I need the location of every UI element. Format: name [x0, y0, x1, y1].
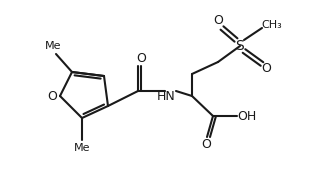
Text: OH: OH: [237, 109, 257, 123]
Text: O: O: [47, 89, 57, 102]
Text: HN: HN: [156, 91, 175, 103]
Text: O: O: [261, 63, 271, 75]
Text: CH₃: CH₃: [262, 20, 282, 30]
Text: S: S: [236, 39, 244, 53]
Text: Me: Me: [45, 41, 61, 51]
Text: O: O: [136, 52, 146, 65]
Text: O: O: [213, 15, 223, 27]
Text: O: O: [201, 139, 211, 151]
Text: Me: Me: [74, 143, 90, 153]
